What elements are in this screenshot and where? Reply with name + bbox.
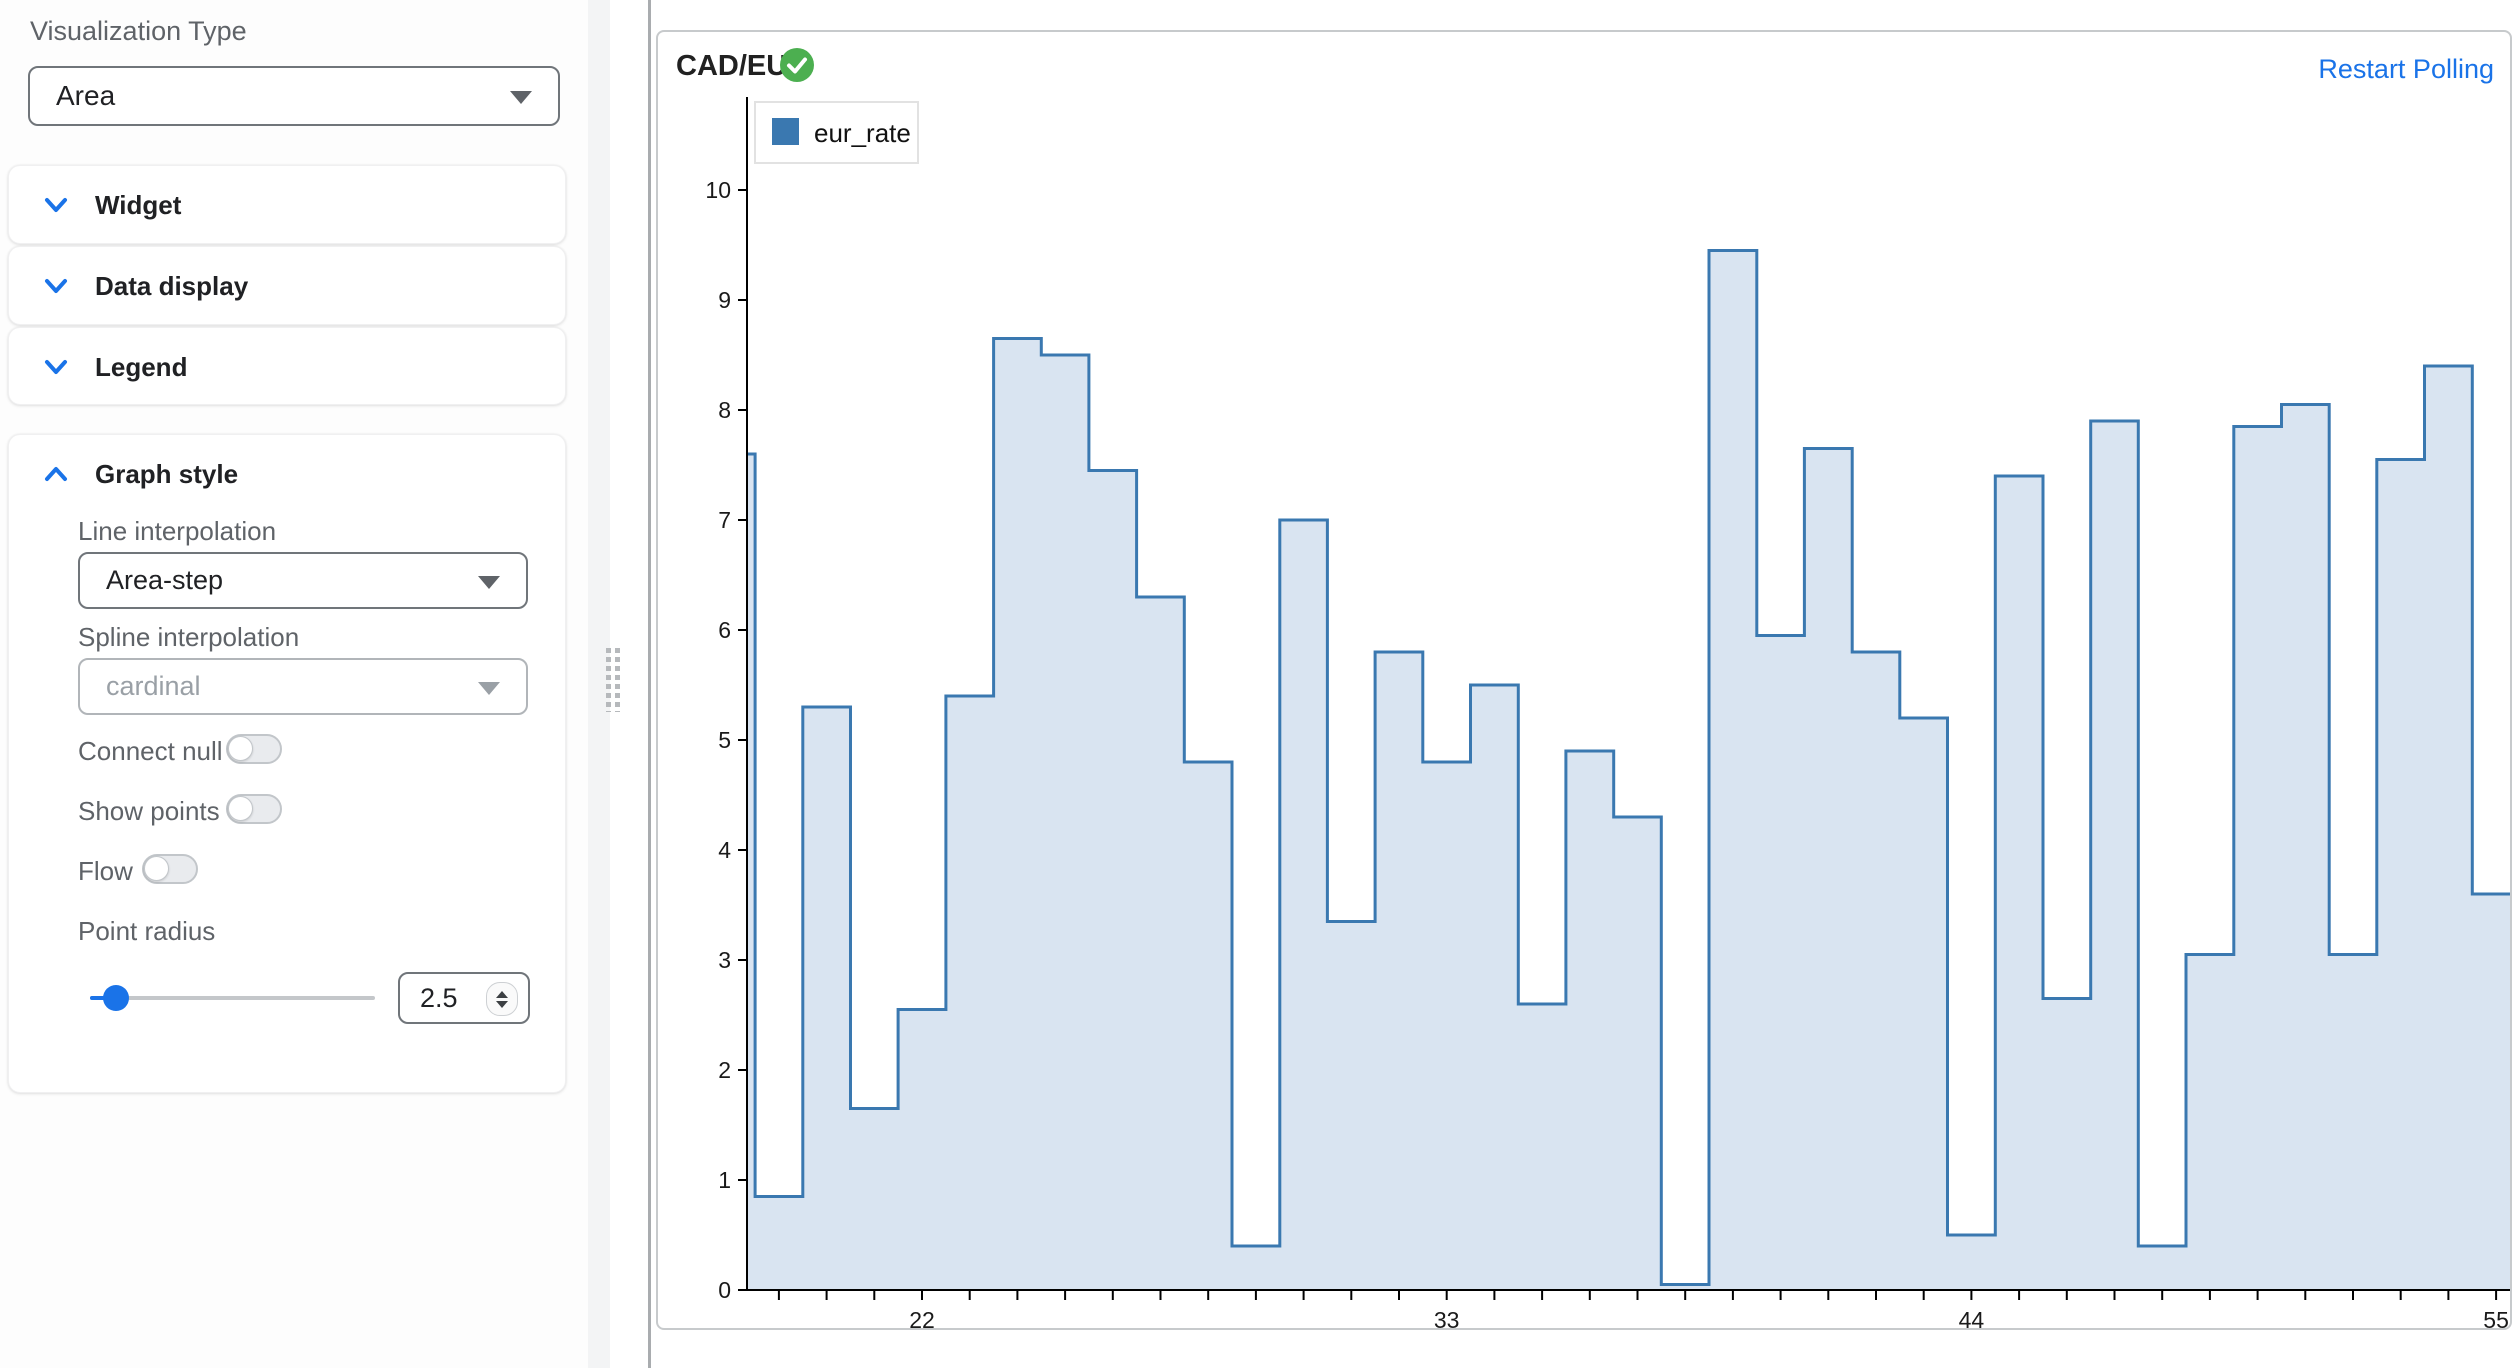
- chevron-down-icon: [45, 279, 67, 293]
- splitter-track: [588, 0, 610, 1368]
- svg-text:8: 8: [718, 397, 731, 423]
- section-label: Data display: [95, 270, 249, 301]
- section-label: Widget: [95, 189, 182, 220]
- spline-interpolation-label: Spline interpolation: [78, 622, 300, 652]
- legend-label[interactable]: eur_rate: [814, 118, 911, 148]
- area-series-line: [747, 249, 2510, 1286]
- section-label: Legend: [95, 351, 188, 382]
- number-stepper[interactable]: [486, 982, 518, 1016]
- connect-null-label: Connect null: [78, 736, 223, 766]
- show-points-label: Show points: [78, 796, 220, 826]
- toggle-knob: [228, 796, 253, 821]
- viz-type-label: Visualization Type: [30, 16, 247, 46]
- chevron-down-icon: [45, 198, 67, 212]
- slider-knob[interactable]: [103, 985, 129, 1011]
- svg-text:0: 0: [718, 1277, 731, 1303]
- chevron-up-icon: [45, 467, 67, 481]
- section-header-data-display[interactable]: Data display: [9, 247, 565, 325]
- section-header-widget[interactable]: Widget: [9, 166, 565, 244]
- point-radius-value: 2.5: [420, 982, 458, 1013]
- area-step-chart: 0 1 2 3 4 5 6 7 8 9 10 22 33 44 55 eur_rate: [705, 97, 2510, 1328]
- point-radius-slider[interactable]: [90, 984, 375, 1012]
- section-label: Graph style: [95, 458, 239, 489]
- svg-text:5: 5: [718, 727, 731, 753]
- spline-interpolation-value: cardinal: [106, 671, 201, 701]
- toggle-knob: [228, 736, 253, 761]
- svg-text:2: 2: [718, 1057, 731, 1083]
- viz-type-value: Area: [56, 80, 116, 111]
- svg-text:10: 10: [705, 177, 731, 203]
- svg-text:33: 33: [1434, 1307, 1460, 1328]
- chevron-down-icon: [45, 360, 67, 374]
- point-radius-label: Point radius: [78, 916, 216, 946]
- connect-null-toggle[interactable]: [226, 734, 282, 764]
- chart-card: CAD/EUR Restart Polling 0 1 2 3 4 5 6 7 8 9 10 22 33…: [656, 30, 2512, 1330]
- area-series-fill: [747, 250, 2510, 1290]
- svg-text:6: 6: [718, 617, 731, 643]
- splitter-drag-handle[interactable]: [606, 648, 620, 712]
- status-ok-icon: [780, 48, 814, 82]
- stepper-down-icon[interactable]: [496, 1000, 508, 1008]
- section-header-graph-style[interactable]: Graph style: [9, 435, 565, 513]
- svg-text:3: 3: [718, 947, 731, 973]
- svg-text:22: 22: [909, 1307, 935, 1328]
- viz-type-select[interactable]: Area: [28, 66, 560, 126]
- point-radius-input[interactable]: 2.5: [398, 972, 530, 1024]
- section-card-data-display: Data display: [8, 246, 566, 325]
- chevron-down-icon: [510, 91, 532, 104]
- slider-track[interactable]: [90, 996, 375, 1000]
- legend-swatch[interactable]: [772, 118, 799, 145]
- svg-text:9: 9: [718, 287, 731, 313]
- svg-text:1: 1: [718, 1167, 731, 1193]
- panel-divider: [648, 0, 651, 1368]
- toggle-knob: [144, 856, 169, 881]
- section-card-legend: Legend: [8, 327, 566, 405]
- section-header-legend[interactable]: Legend: [9, 328, 565, 406]
- svg-text:44: 44: [1959, 1307, 1985, 1328]
- line-interpolation-value: Area-step: [106, 565, 224, 595]
- line-interpolation-select[interactable]: Area-step: [78, 552, 528, 609]
- spline-interpolation-select[interactable]: cardinal: [78, 658, 528, 715]
- line-interpolation-label: Line interpolation: [78, 516, 277, 546]
- flow-label: Flow: [78, 856, 133, 886]
- chevron-down-icon: [478, 575, 500, 589]
- flow-toggle[interactable]: [142, 854, 198, 884]
- stepper-up-icon[interactable]: [496, 990, 508, 998]
- svg-text:55: 55: [2483, 1307, 2509, 1328]
- chevron-down-icon: [478, 681, 500, 695]
- show-points-toggle[interactable]: [226, 794, 282, 824]
- svg-text:7: 7: [718, 507, 731, 533]
- section-card-widget: Widget: [8, 165, 566, 244]
- restart-polling-link[interactable]: Restart Polling: [2318, 54, 2494, 84]
- svg-text:4: 4: [718, 837, 731, 863]
- config-panel: Visualization Type Area Widget Data disp…: [0, 0, 608, 1368]
